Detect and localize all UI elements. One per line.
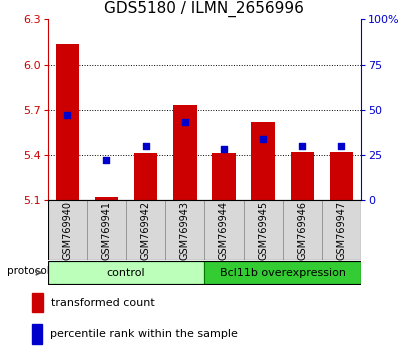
Bar — [212, 153, 236, 200]
Point — [221, 147, 227, 152]
Text: protocol: protocol — [7, 266, 50, 276]
Bar — [48, 261, 205, 284]
Text: Bcl11b overexpression: Bcl11b overexpression — [220, 268, 346, 278]
Point — [299, 143, 305, 149]
Text: GSM769946: GSM769946 — [297, 201, 307, 259]
Bar — [330, 152, 353, 200]
Text: percentile rank within the sample: percentile rank within the sample — [49, 329, 237, 339]
Point — [181, 120, 188, 125]
Bar — [32, 293, 43, 313]
Bar — [173, 105, 197, 200]
Bar — [205, 200, 244, 260]
Text: GSM769940: GSM769940 — [62, 201, 72, 259]
Bar — [56, 44, 79, 200]
Text: GSM769947: GSM769947 — [337, 200, 347, 260]
Bar — [165, 200, 204, 260]
Bar — [283, 200, 322, 260]
Text: control: control — [107, 268, 145, 278]
Bar — [87, 200, 126, 260]
Text: GSM769942: GSM769942 — [141, 200, 151, 260]
Bar — [134, 153, 157, 200]
Text: GSM769944: GSM769944 — [219, 201, 229, 259]
Bar — [95, 197, 118, 200]
Text: transformed count: transformed count — [51, 298, 154, 308]
Point — [103, 158, 110, 163]
Point — [338, 143, 345, 149]
Bar — [32, 324, 42, 344]
Text: GSM769941: GSM769941 — [102, 201, 112, 259]
Text: GSM769943: GSM769943 — [180, 201, 190, 259]
Bar — [251, 122, 275, 200]
Bar — [244, 200, 283, 260]
Point — [260, 136, 266, 142]
Bar — [126, 200, 165, 260]
Bar — [322, 200, 361, 260]
Bar — [48, 200, 87, 260]
Bar — [290, 152, 314, 200]
Point — [142, 143, 149, 149]
Point — [64, 112, 71, 118]
Text: GSM769945: GSM769945 — [258, 200, 268, 260]
Title: GDS5180 / ILMN_2656996: GDS5180 / ILMN_2656996 — [105, 0, 304, 17]
Bar — [205, 261, 361, 284]
